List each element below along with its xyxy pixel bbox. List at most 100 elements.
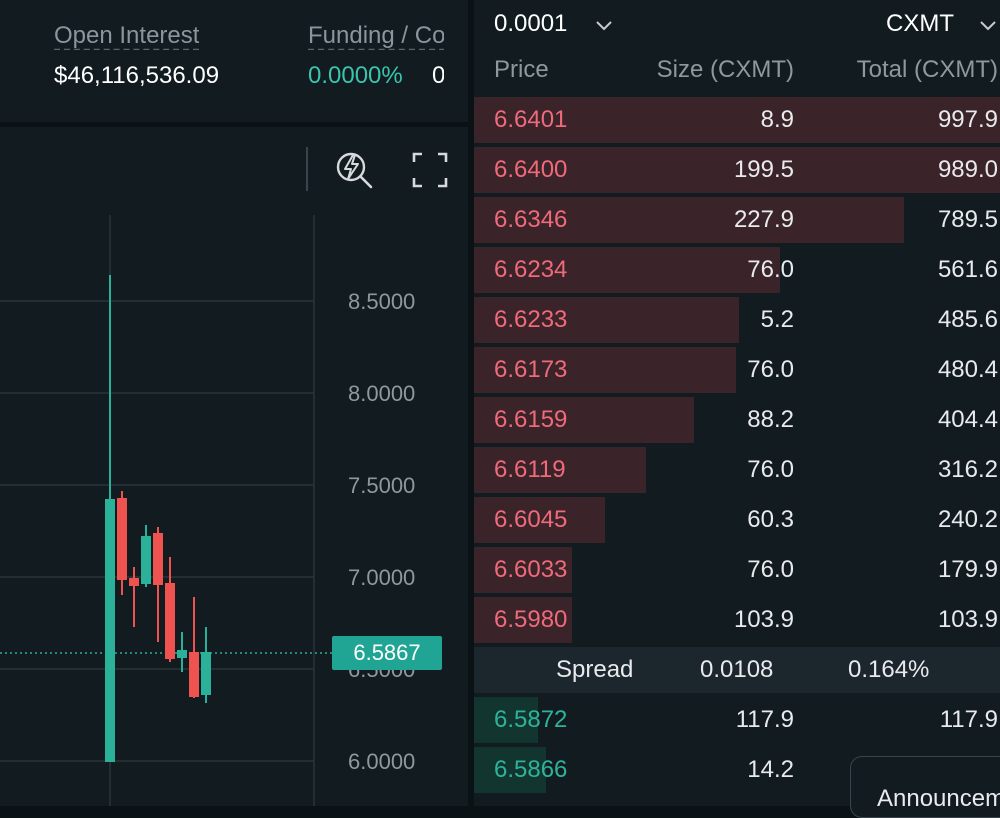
ask-total: 480.4	[937, 356, 998, 383]
current-price-badge: 6.5867	[332, 636, 442, 670]
market-stats-panel: Open Interest $46,116,536.09 Funding / C…	[0, 0, 468, 122]
ask-price: 6.6234	[494, 256, 568, 283]
depth-bar	[474, 547, 572, 593]
announcements-label: Announcements	[877, 785, 1000, 812]
ask-row[interactable]: 6.6159 88.2 404.4	[474, 397, 1000, 443]
ask-size: 8.9	[760, 106, 794, 133]
tick-size-value: 0.0001	[494, 10, 568, 37]
ask-total: 179.9	[937, 556, 998, 583]
ask-row[interactable]: 6.6234 76.0 561.6	[474, 247, 1000, 293]
depth-bar	[474, 97, 1000, 143]
spread-label: Spread	[556, 656, 634, 683]
ask-size: 76.0	[747, 356, 794, 383]
ask-total: 316.2	[937, 456, 998, 483]
chart-grid	[0, 215, 315, 806]
open-interest-value: $46,116,536.09	[54, 62, 220, 89]
depth-bar	[474, 447, 646, 493]
ask-row[interactable]: 6.6045 60.3 240.2	[474, 497, 1000, 543]
ask-price: 6.6233	[494, 306, 568, 333]
spread-value: 0.0108	[700, 656, 774, 683]
ask-row[interactable]: 6.5980 103.9 103.9	[474, 597, 1000, 643]
ask-row[interactable]: 6.6033 76.0 179.9	[474, 547, 1000, 593]
ask-size: 5.2	[760, 306, 794, 333]
candle-body-up	[201, 652, 211, 695]
price-axis-label: 7.5000	[348, 473, 416, 498]
ask-size: 76.0	[747, 456, 794, 483]
ask-row[interactable]: 6.6400 199.5 989.0	[474, 147, 1000, 193]
ask-price: 6.6119	[494, 456, 566, 483]
price-axis-label: 7.0000	[348, 565, 416, 590]
candle-body-up	[105, 499, 115, 762]
ask-row[interactable]: 6.6119 76.0 316.2	[474, 447, 1000, 493]
ask-price: 6.6033	[494, 556, 568, 583]
ask-total: 561.6	[937, 256, 998, 283]
candle-body-down	[153, 533, 163, 585]
depth-bar	[474, 497, 605, 543]
depth-bar	[474, 297, 739, 343]
bid-total: 117.9	[939, 706, 998, 733]
candle-body-down	[129, 578, 139, 586]
depth-bar	[474, 197, 904, 243]
spread-percent: 0.164%	[848, 656, 930, 683]
ask-price: 6.6173	[494, 356, 568, 383]
fullscreen-icon[interactable]	[412, 152, 448, 188]
spread-row: Spread 0.0108 0.164%	[474, 647, 1000, 693]
ask-price: 6.6401	[494, 106, 568, 133]
lightning-search-icon[interactable]	[334, 149, 374, 189]
ask-row[interactable]: 6.6173 76.0 480.4	[474, 347, 1000, 393]
depth-bar	[474, 247, 780, 293]
ask-price: 6.5980	[494, 606, 568, 633]
ask-row[interactable]: 6.6346 227.9 789.5	[474, 197, 1000, 243]
ask-total: 404.4	[937, 406, 998, 433]
ask-total: 240.2	[937, 506, 998, 533]
unit-value: CXMT	[886, 10, 954, 37]
bid-size: 14.2	[747, 756, 794, 783]
candle-body-up	[177, 650, 187, 658]
chevron-down-icon	[596, 21, 612, 31]
ask-total: 997.9	[937, 106, 998, 133]
ask-total: 103.9	[937, 606, 998, 633]
ask-price: 6.6346	[494, 206, 568, 233]
bid-row[interactable]: 6.5866 14.2	[474, 747, 1000, 793]
candles	[105, 275, 211, 762]
depth-bar	[474, 697, 538, 743]
open-interest-label[interactable]: Open Interest	[54, 22, 200, 49]
ask-size: 88.2	[747, 406, 794, 433]
ask-price: 6.6159	[494, 406, 568, 433]
ask-size: 199.5	[733, 156, 794, 183]
column-header-size: Size (CXMT)	[656, 56, 794, 83]
candle-body-down	[165, 583, 175, 659]
candle-body-down	[117, 498, 127, 580]
bid-size: 117.9	[735, 706, 794, 733]
ask-size: 60.3	[747, 506, 794, 533]
depth-bar	[474, 397, 694, 443]
candle-body-down	[189, 652, 199, 697]
bid-price: 6.5866	[494, 756, 568, 783]
bid-row[interactable]: 6.5872 117.9 117.9	[474, 697, 1000, 743]
price-axis-label: 8.5000	[348, 289, 416, 314]
candlestick-chart[interactable]	[0, 127, 468, 806]
depth-bar	[474, 747, 546, 793]
tick-size-select[interactable]: 0.0001	[494, 8, 654, 42]
candle-body-up	[141, 536, 151, 584]
ask-row[interactable]: 6.6233 5.2 485.6	[474, 297, 1000, 343]
unit-select[interactable]: CXMT	[874, 8, 1000, 42]
chevron-down-icon	[980, 21, 996, 31]
funding-countdown-value: 00:00:00	[432, 62, 444, 89]
ask-size: 76.0	[747, 556, 794, 583]
ask-row[interactable]: 6.6401 8.9 997.9	[474, 97, 1000, 143]
announcements-button[interactable]: Announcements	[850, 756, 1000, 818]
price-chart-panel[interactable]: 8.5000 8.0000 7.5000 7.0000 6.5000 6.000…	[0, 127, 468, 806]
ask-total: 485.6	[937, 306, 998, 333]
column-header-price: Price	[494, 56, 549, 83]
ask-size: 227.9	[733, 206, 794, 233]
price-axis-label: 6.0000	[348, 749, 416, 774]
ask-price: 6.6045	[494, 506, 568, 533]
ask-total: 789.5	[937, 206, 998, 233]
depth-bar	[474, 597, 572, 643]
ask-total: 989.0	[937, 156, 998, 183]
funding-countdown-label[interactable]: Funding / Countdown	[308, 22, 444, 49]
ask-price: 6.6400	[494, 156, 568, 183]
ask-size: 103.9	[733, 606, 794, 633]
price-axis-label: 8.0000	[348, 381, 416, 406]
